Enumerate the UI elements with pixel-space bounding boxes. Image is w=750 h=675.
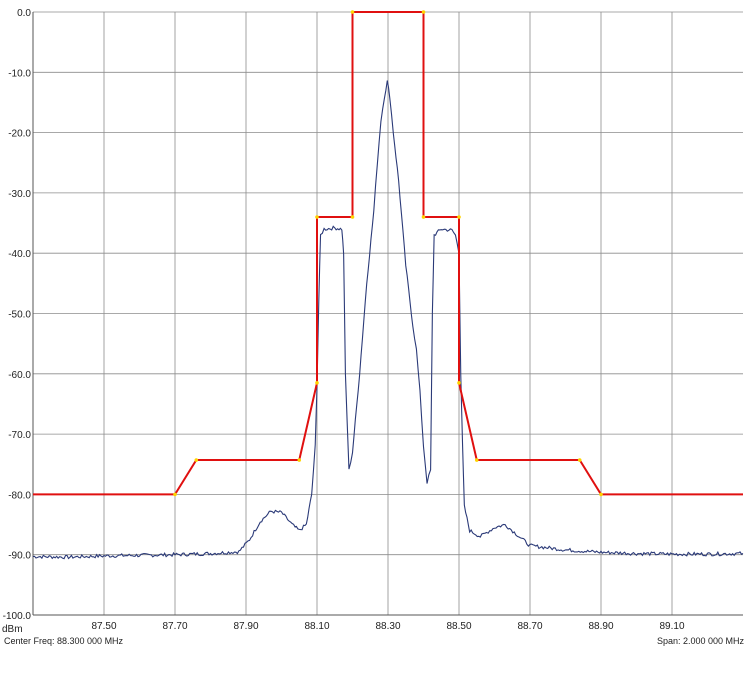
x-tick-label: 87.90 (233, 621, 258, 632)
x-tick-label: 88.10 (304, 621, 329, 632)
y-tick-label: -60.0 (8, 370, 31, 381)
mask-vertex-marker (457, 381, 461, 385)
mask-vertex-marker (194, 458, 199, 462)
x-tick-label: 87.50 (91, 621, 116, 632)
center-frequency-label: Center Freq: 88.300 000 MHz (4, 636, 124, 646)
y-tick-label: -70.0 (8, 430, 31, 441)
x-tick-label: 89.10 (659, 621, 684, 632)
mask-vertex-marker (577, 458, 582, 462)
mask-vertex-marker (421, 215, 426, 219)
span-label: Span: 2.000 000 MHz (656, 636, 744, 646)
mask-vertex-marker (474, 458, 479, 462)
mask-vertex-marker (297, 458, 302, 462)
y-tick-label: -90.0 (8, 551, 31, 562)
x-tick-label: 88.90 (588, 621, 613, 632)
mask-vertex-marker (599, 492, 603, 497)
x-tick-label: 88.30 (375, 621, 400, 632)
mask-vertex-marker (315, 215, 319, 219)
y-tick-label: -100.0 (3, 611, 32, 622)
y-tick-label: -10.0 (8, 68, 31, 79)
mask-vertex-marker (350, 215, 355, 219)
y-tick-label: -50.0 (8, 310, 31, 321)
x-tick-label: 87.70 (162, 621, 187, 632)
x-tick-label: 88.70 (517, 621, 542, 632)
mask-layer (33, 10, 743, 497)
mask-vertex-marker (173, 492, 177, 497)
y-tick-label: -40.0 (8, 249, 31, 260)
emission-mask-line (33, 11, 743, 496)
y-axis-unit-label: dBm (2, 624, 23, 635)
y-tick-label: -20.0 (8, 129, 31, 140)
mask-vertex-marker (315, 381, 319, 385)
mask-vertex-marker (421, 10, 426, 14)
plot-frame (32, 12, 743, 616)
spectrum-trace (32, 80, 744, 560)
x-tick-labels: 87.50 87.70 87.90 88.10 88.30 88.50 88.70 88.90… (91, 621, 684, 632)
mask-vertex-marker (457, 215, 461, 219)
y-tick-label: -80.0 (8, 490, 31, 501)
y-tick-labels: 0.0 -10.0 -20.0 -30.0 -40.0 -50.0 -60.0 -70.0 -8… (3, 8, 32, 622)
mask-vertex-marker (350, 10, 355, 14)
y-tick-label: -30.0 (8, 189, 31, 200)
series-layer (32, 80, 744, 560)
x-tick-label: 88.50 (446, 621, 471, 632)
y-tick-label: 0.0 (17, 8, 31, 19)
